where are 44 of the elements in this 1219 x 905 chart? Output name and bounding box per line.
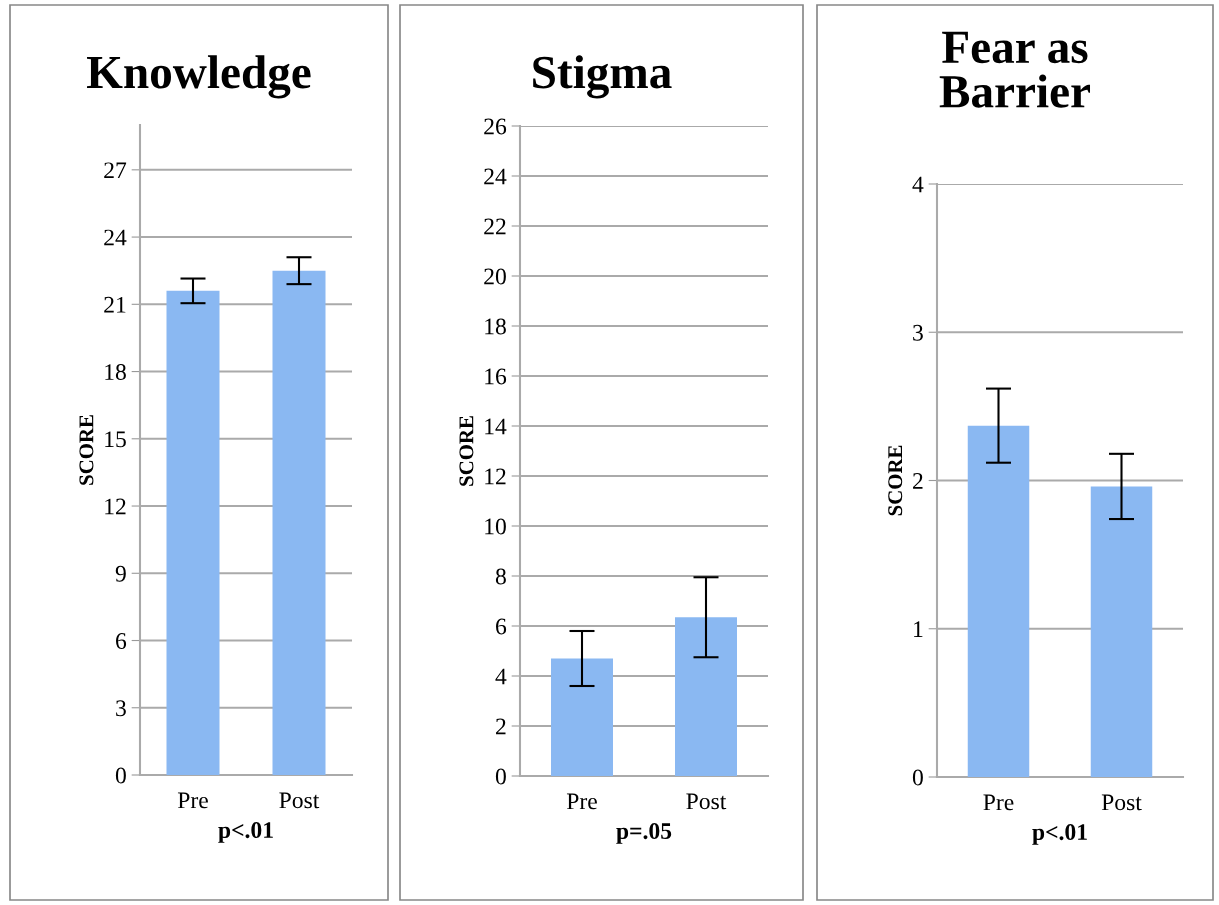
x-tick-label: Post	[1101, 794, 1142, 811]
y-tick-label: 24	[104, 229, 127, 246]
y-tick-label: 0	[912, 769, 923, 786]
y-tick-label: 3	[913, 324, 923, 341]
y-tick-label: 12	[485, 468, 506, 485]
y-tick-label: 24	[484, 168, 507, 185]
y-tick-label: 21	[104, 296, 126, 313]
y-tick-label: 14	[485, 418, 507, 435]
x-tick-label: Pre	[983, 794, 1014, 811]
y-tick-label: 2	[496, 718, 506, 735]
y-tick-label: 27	[104, 162, 127, 179]
y-tick-label: 9	[115, 565, 126, 582]
y-tick-label: 16	[485, 368, 507, 385]
chart-title: Fear as Barrier	[939, 31, 1091, 108]
y-tick-label: 10	[485, 518, 506, 535]
y-tick-label: 8	[495, 568, 506, 585]
y-tick-label: 4	[912, 176, 924, 193]
y-tick-label: 15	[105, 431, 126, 448]
x-tick-label: Post	[279, 792, 320, 809]
y-tick-label: 0	[115, 767, 126, 784]
y-tick-label: 6	[116, 633, 127, 649]
y-tick-label: 6	[496, 618, 507, 635]
chart-title: Knowledge	[86, 55, 311, 99]
x-axis-title: p<.01	[218, 822, 273, 843]
y-tick-label: 3	[116, 700, 126, 717]
y-tick-label: 2	[913, 473, 923, 489]
y-tick-label: 0	[495, 768, 506, 785]
x-tick-label: Pre	[566, 793, 597, 810]
x-axis-title: p<.01	[1032, 824, 1087, 845]
y-tick-label: 18	[485, 318, 506, 335]
y-axis-title: SCORE	[79, 415, 94, 485]
x-tick-label: Pre	[177, 792, 208, 809]
y-tick-label: 20	[484, 268, 506, 285]
y-tick-label: 18	[105, 364, 126, 380]
y-tick-label: 26	[484, 118, 507, 135]
x-axis-title: p=.05	[616, 823, 672, 844]
y-tick-label: 1	[914, 621, 923, 637]
y-axis-title: SCORE	[888, 445, 903, 516]
y-tick-label: 4	[495, 668, 507, 685]
y-axis-title: SCORE	[459, 416, 474, 486]
y-tick-label: 12	[105, 498, 126, 515]
y-tick-label: 22	[484, 218, 506, 235]
chart-title: Stigma	[533, 55, 672, 99]
x-tick-label: Post	[686, 793, 727, 810]
